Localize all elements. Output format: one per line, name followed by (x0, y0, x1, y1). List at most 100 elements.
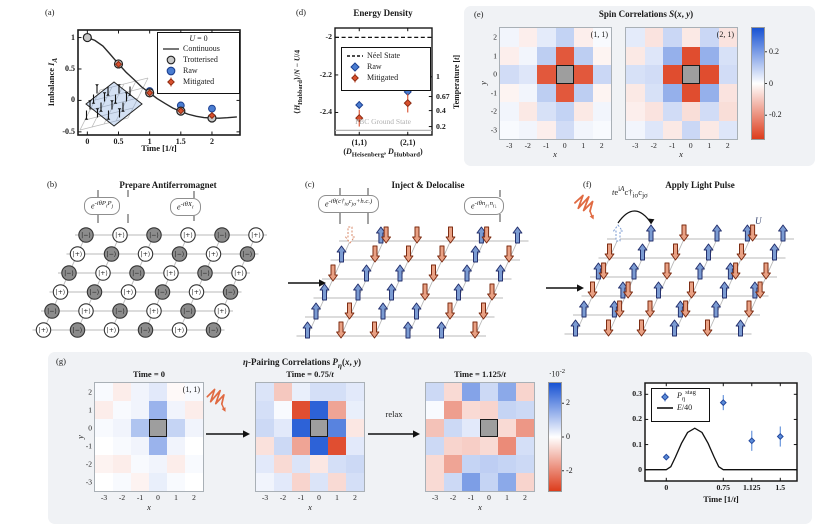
heatmap-cell (574, 83, 593, 102)
heatmap-cell (500, 120, 519, 139)
heatmap-cell (518, 65, 537, 84)
heatmap-cell (644, 46, 663, 65)
heatmap-cell (167, 455, 185, 473)
heatmap-cell (663, 65, 682, 84)
legend-item: E/40 (652, 402, 709, 413)
map-t1125-title: Time = 1.125/t (454, 369, 506, 379)
heatmap-cell (292, 419, 310, 437)
heatmap-cell (185, 455, 203, 473)
masked-center-cell (681, 65, 700, 84)
svg-text:|−⟩: |−⟩ (73, 327, 83, 334)
heatmap-cell (663, 83, 682, 102)
svg-text:|−⟩: |−⟩ (115, 308, 125, 315)
svg-text:|+⟩: |+⟩ (73, 251, 83, 258)
heat-xtick: 1 (505, 493, 509, 502)
panel-d-xlabel: (DHeisenberg, DHubbard) (343, 147, 423, 159)
heatmap-cell (500, 65, 519, 84)
panel-a-legend: U = 0 Continuous Trotterised Raw Mitigated (157, 32, 240, 94)
g4-ytick: 0.1 (632, 439, 642, 449)
legend-item: Néel State (342, 50, 430, 61)
heatmap-cell (185, 437, 203, 455)
heat-xtick: 1 (174, 493, 178, 502)
heatmap-cell (592, 65, 611, 84)
heat-ytick: -1 (490, 88, 497, 97)
svg-text:|+⟩: |+⟩ (81, 308, 91, 315)
heatmap-cell (626, 65, 645, 84)
panel-g-yletter: y (74, 435, 85, 439)
heatmap-cell (537, 120, 556, 139)
heatmap-cell (498, 401, 516, 419)
heatmap-cell (574, 46, 593, 65)
svg-text:|−⟩: |−⟩ (175, 251, 185, 258)
heatmap-cell (700, 28, 719, 47)
svg-text:|−⟩: |−⟩ (107, 251, 117, 258)
colorbar-exponent: ·10-2 (548, 368, 566, 379)
a-ytick: 0.5 (65, 63, 75, 73)
heatmap-cell (444, 383, 462, 401)
heatmap-cell (555, 28, 574, 47)
svg-text:|−⟩: |−⟩ (141, 327, 151, 334)
masked-center-cell (149, 419, 167, 437)
heat-xtick: 2 (599, 141, 604, 150)
heatmap-cell (718, 102, 737, 121)
panel-d-ylabel: ⟨HHubbard⟩/N − U/4 (292, 49, 305, 115)
heatmap-cell (626, 28, 645, 47)
legend-item: Pηstag (652, 389, 709, 402)
heatmap-cell (498, 419, 516, 437)
svg-text:|−⟩: |−⟩ (209, 327, 219, 334)
pulse-plot-xlabel: Time [1/t] (703, 494, 739, 504)
svg-text:|+⟩: |+⟩ (98, 270, 108, 277)
heatmap-cell (537, 65, 556, 84)
heatmap-cell (516, 401, 534, 419)
legend-item: Trotterised (158, 54, 239, 65)
heatmap-cell (681, 102, 700, 121)
heat-xtick: 1 (707, 141, 712, 150)
heatmap-cell (518, 46, 537, 65)
heatmap-cell (185, 401, 203, 419)
heatmap-cell (500, 28, 519, 47)
colorbar-tick: 2 (566, 398, 570, 408)
heatmap-cell (274, 437, 292, 455)
heatmap-cell (95, 419, 113, 437)
heatmap-cell (626, 102, 645, 121)
legend-item: Raw (342, 61, 430, 72)
d-ytick: -2.2 (319, 70, 332, 80)
legend-title-u0: U = 0 (189, 34, 208, 43)
heatmap-cell (480, 437, 498, 455)
heatmap-cell (95, 401, 113, 419)
svg-text:|+⟩: |+⟩ (192, 289, 202, 296)
heatmap-cell (718, 28, 737, 47)
panel-a-ylabel: Imbalance IA (46, 57, 59, 107)
map-21-tag: (2, 1) (716, 30, 734, 39)
svg-text:|+⟩: |+⟩ (39, 327, 49, 334)
heatmap-cell (700, 83, 719, 102)
a-xtick: 2 (209, 136, 214, 146)
heatmap-cell (500, 83, 519, 102)
heatmap-cell (574, 65, 593, 84)
heatmap-cell (292, 401, 310, 419)
heat-xtick: 0 (156, 493, 160, 502)
legend-rows: Continuous Trotterised Raw Mitigated (158, 43, 239, 87)
svg-text:|+⟩: |+⟩ (115, 232, 125, 239)
svg-text:|−⟩: |−⟩ (200, 270, 210, 277)
heatmap-cell (185, 419, 203, 437)
heat-xtick: 2 (725, 141, 730, 150)
heatmap-cell (292, 383, 310, 401)
heat-xtick: 2 (192, 493, 196, 502)
svg-text:|+⟩: |+⟩ (234, 270, 244, 277)
panel-e-title: Spin Correlations S(x, y) (598, 9, 694, 19)
heat-ytick: -2 (490, 106, 497, 116)
svg-text:|+⟩: |+⟩ (175, 327, 185, 334)
a-ytick: -0.5 (62, 126, 75, 136)
heatmap-cell (537, 28, 556, 47)
g4-xtick: 0.75 (716, 483, 731, 492)
heat-xtick: -2 (118, 493, 126, 502)
heatmap-cell (444, 419, 462, 437)
afm-inset (79, 77, 149, 131)
gate-label-x: e-iθXi (170, 198, 201, 217)
heatmap-cell (626, 83, 645, 102)
heatmap-cell (185, 383, 203, 401)
colorbar-tick: 0 (769, 78, 773, 88)
legend-item: Mitigated (158, 76, 239, 87)
d-ytick: -2.4 (319, 107, 332, 117)
